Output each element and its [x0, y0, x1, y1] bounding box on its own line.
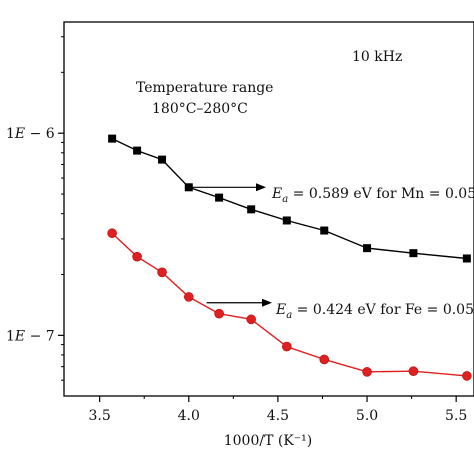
- temperature-range-value: 180°C–280°C: [152, 101, 248, 117]
- x-axis-ticks: 3.5 4.0 4.5 5.0 5.5: [89, 396, 467, 424]
- data-point-square: [320, 226, 329, 235]
- y-tick-label: 1E − 6: [6, 126, 55, 142]
- x-tick-label: 4.0: [178, 408, 200, 424]
- ea-fe-symbol: E: [275, 302, 286, 318]
- x-tick-label: 3.5: [89, 408, 111, 424]
- activation-energy-mn-label: Ea = 0.589 eV for Mn = 0.05: [271, 186, 474, 205]
- frequency-label: 10 kHz: [352, 49, 402, 65]
- plot-frame: [63, 21, 474, 397]
- data-point-circle: [408, 366, 419, 376]
- ea-mn-symbol: E: [271, 186, 282, 202]
- data-point-square: [108, 134, 117, 143]
- data-point-circle: [319, 354, 330, 365]
- x-tick-label: 5.0: [356, 408, 378, 424]
- data-point-circle: [462, 371, 472, 381]
- data-point-square: [409, 249, 418, 258]
- x-tick-label: 4.5: [267, 408, 289, 424]
- ea-fe-subscript: a: [286, 310, 292, 321]
- arrow-head: [262, 298, 272, 307]
- data-point-circle: [282, 341, 292, 352]
- data-point-square: [215, 193, 224, 202]
- data-point-circle: [157, 267, 167, 278]
- data-point-square: [462, 254, 471, 263]
- data-point-circle: [132, 251, 142, 262]
- data-point-circle: [107, 228, 117, 239]
- data-point-square: [133, 146, 142, 155]
- data-point-circle: [183, 292, 194, 302]
- data-point-square: [158, 155, 167, 164]
- x-tick-label: 5.5: [445, 408, 467, 424]
- temperature-range-label: Temperature range: [136, 80, 273, 96]
- data-point-square: [282, 216, 291, 225]
- arrow-head: [256, 183, 266, 192]
- data-point-circle: [214, 308, 224, 319]
- series-layer: [107, 134, 472, 381]
- y-tick-label: 1E − 7: [6, 328, 55, 344]
- ea-mn-text: = 0.589 eV for Mn = 0.05: [288, 186, 474, 202]
- data-point-circle: [362, 367, 372, 377]
- data-point-square: [363, 244, 372, 253]
- y-axis-ticks: 1E − 7 1E − 6: [6, 36, 64, 381]
- ea-mn-subscript: a: [282, 194, 288, 205]
- arrow-mn: [188, 183, 266, 192]
- data-point-square: [247, 205, 256, 214]
- arrow-fe: [206, 298, 272, 307]
- activation-energy-fe-label: Ea = 0.424 eV for Fe = 0.05: [275, 302, 474, 321]
- ea-fe-text: = 0.424 eV for Fe = 0.05: [292, 302, 474, 318]
- data-point-circle: [246, 314, 256, 325]
- x-axis-label: 1000/T (K⁻¹): [224, 433, 313, 449]
